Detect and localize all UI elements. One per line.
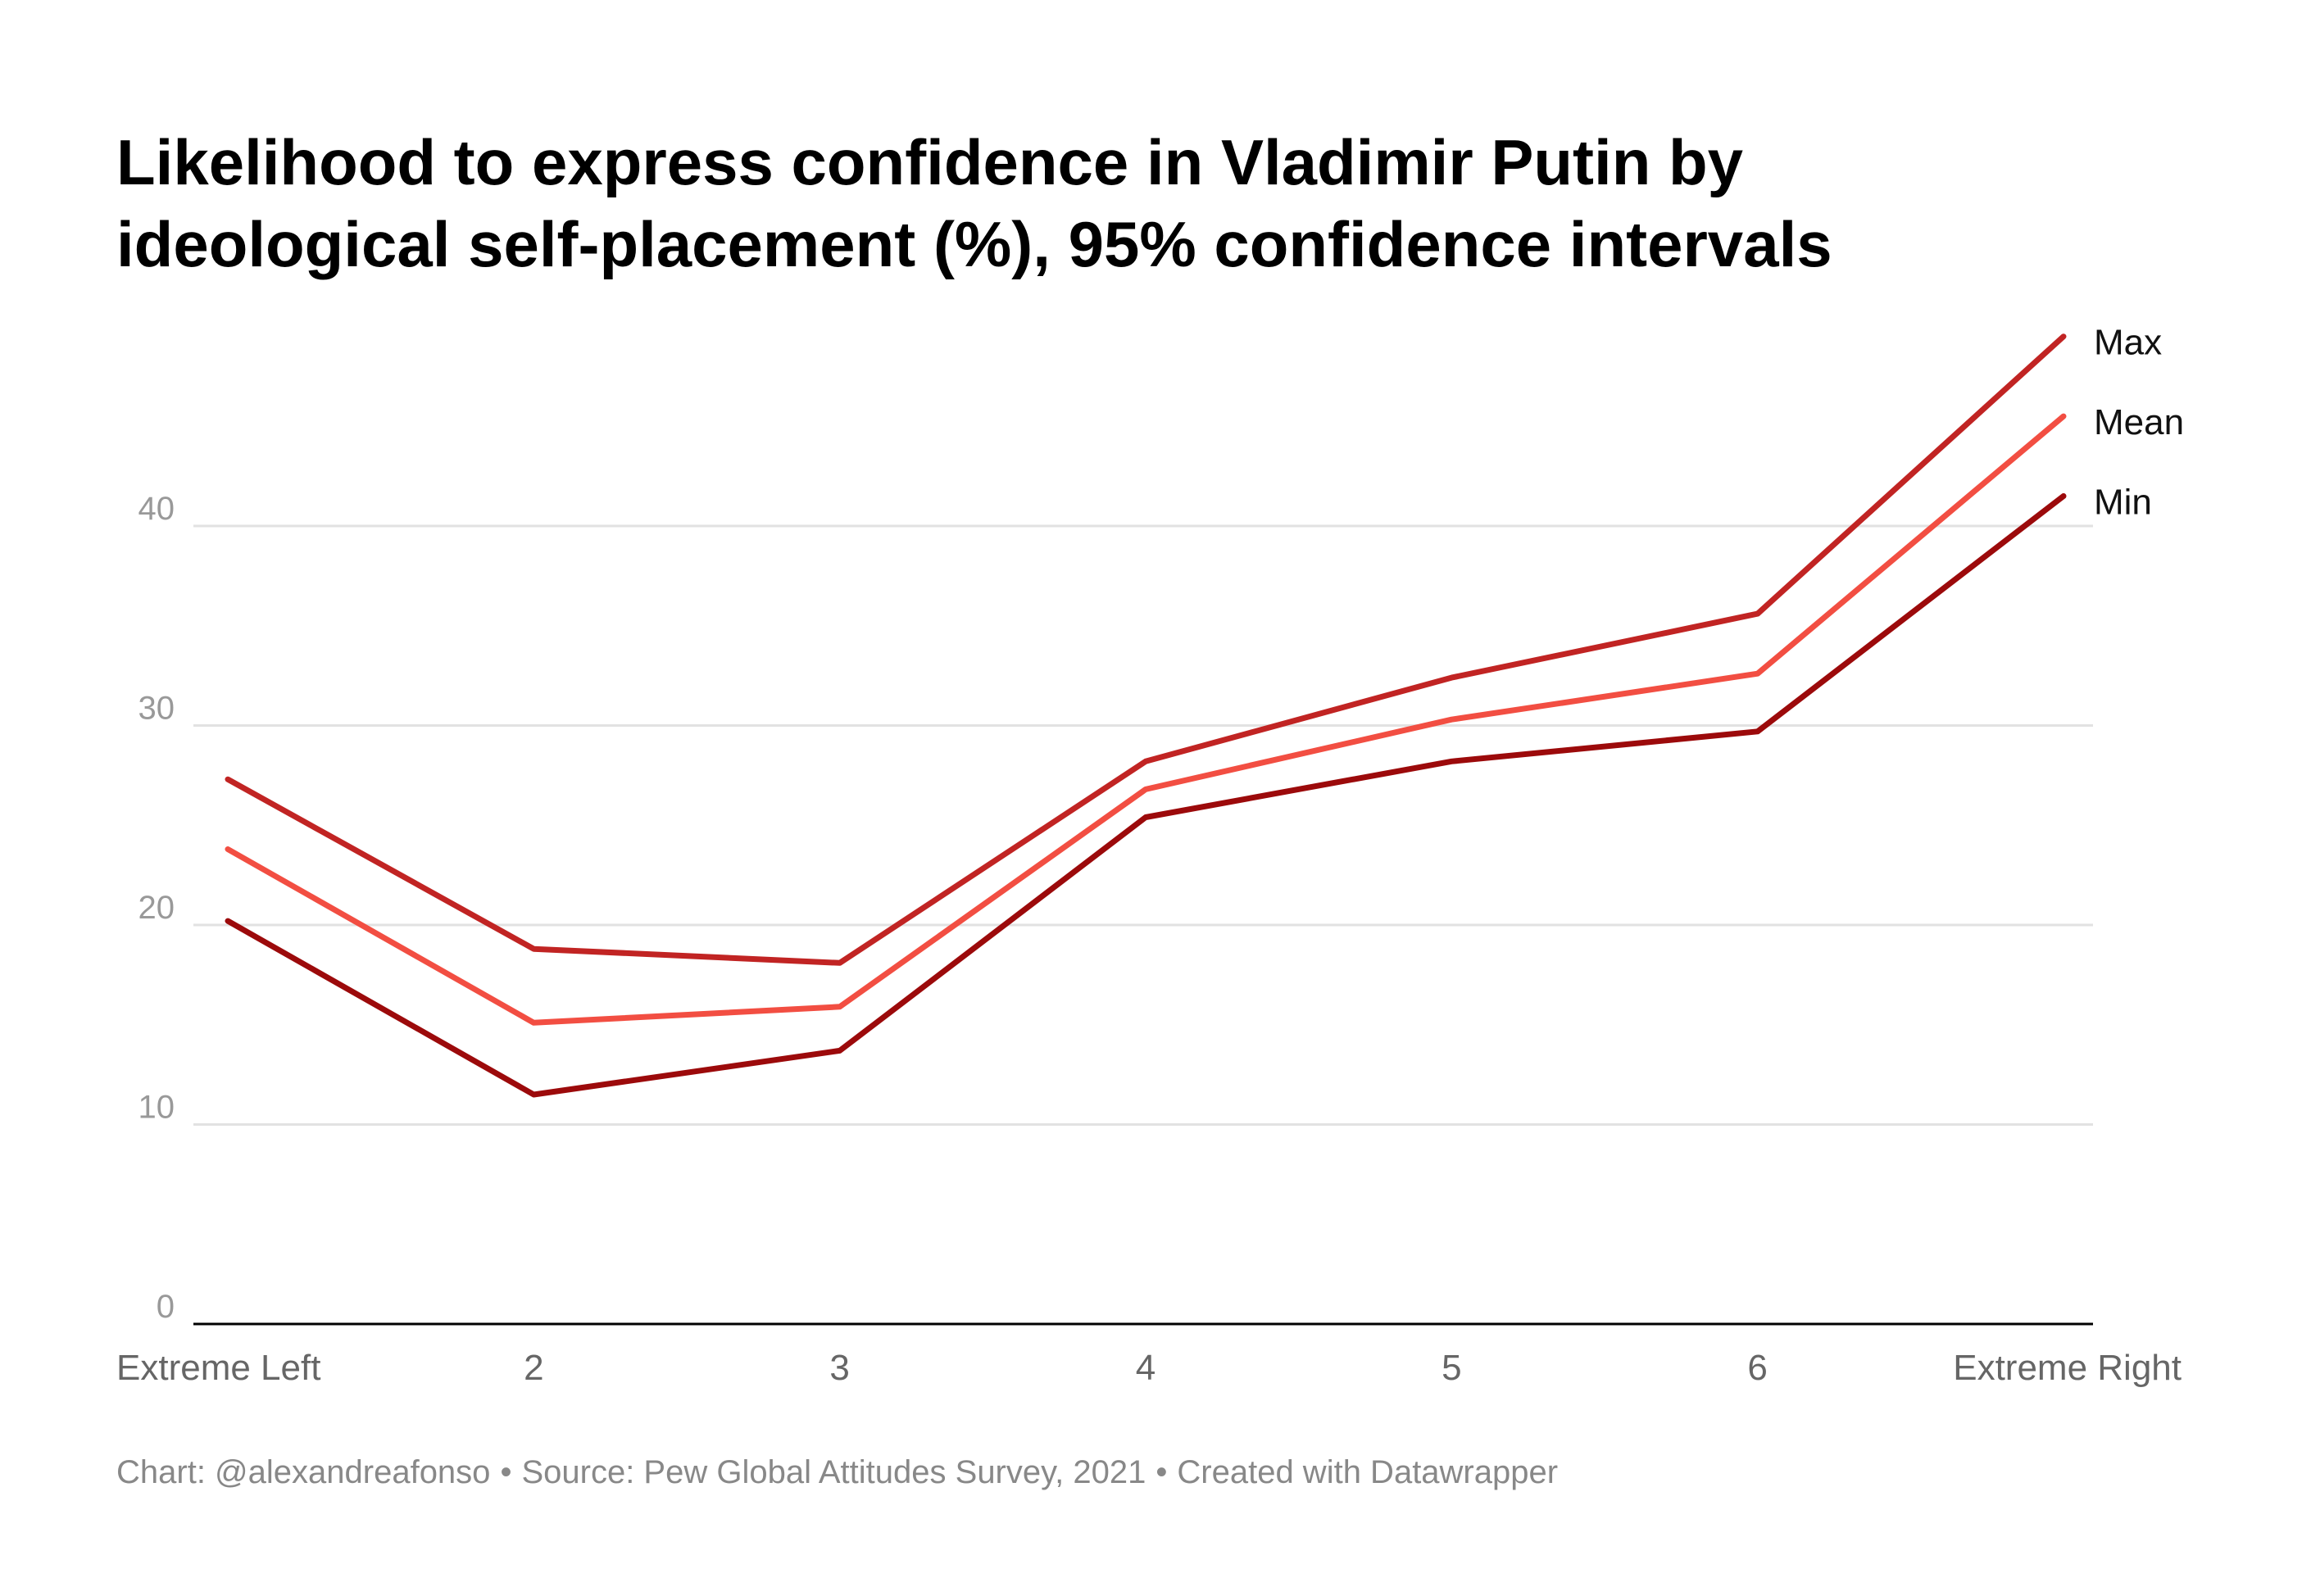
x-category-label: 6	[1747, 1348, 1767, 1388]
source-credit: Source: Pew Global Attitudes Survey, 202…	[521, 1454, 1146, 1490]
x-category-label: 2	[524, 1348, 543, 1388]
x-category-label: 4	[1136, 1348, 1156, 1388]
x-axis-labels: Extreme Left 2 3 4 5 6 Extreme Right	[116, 1348, 2182, 1388]
x-category-label: 5	[1442, 1348, 1461, 1388]
created-with-credit: Created with Datawrapper	[1177, 1454, 1559, 1490]
series-labels: Max Mean Min	[2094, 323, 2184, 523]
y-tick-label: 10	[138, 1090, 175, 1126]
gridlines	[193, 524, 2093, 1126]
x-category-label: Extreme Left	[116, 1348, 320, 1388]
chart-title-line-2: ideological self-placement (%), 95% conf…	[116, 208, 1832, 280]
series-label-mean: Mean	[2094, 402, 2184, 442]
x-category-label: 3	[829, 1348, 849, 1388]
y-tick-label: 40	[138, 491, 175, 527]
chart-footer: Chart: @alexandreafonso • Source: Pew Glob…	[116, 1454, 1558, 1491]
series-label-max: Max	[2094, 323, 2162, 363]
series-line-max	[225, 333, 2067, 966]
series-lines	[225, 333, 2067, 1098]
series-line-min	[225, 493, 2067, 1098]
chart-title-line-1: Likelihood to express confidence in Vlad…	[116, 126, 1744, 198]
chart-credit: Chart: @alexandreafonso	[116, 1454, 491, 1490]
y-axis-ticks: 0 10 20 30 40	[138, 491, 175, 1325]
y-tick-label: 0	[157, 1289, 175, 1325]
chart-title: Likelihood to express confidence in Vlad…	[116, 121, 2247, 285]
y-tick-label: 20	[138, 890, 175, 926]
footer-separator-1: •	[500, 1454, 512, 1490]
x-category-label: Extreme Right	[1953, 1348, 2182, 1388]
series-line-mean	[225, 413, 2067, 1026]
footer-separator-2: •	[1156, 1454, 1168, 1490]
series-label-min: Min	[2094, 482, 2152, 522]
y-tick-label: 30	[138, 691, 175, 727]
